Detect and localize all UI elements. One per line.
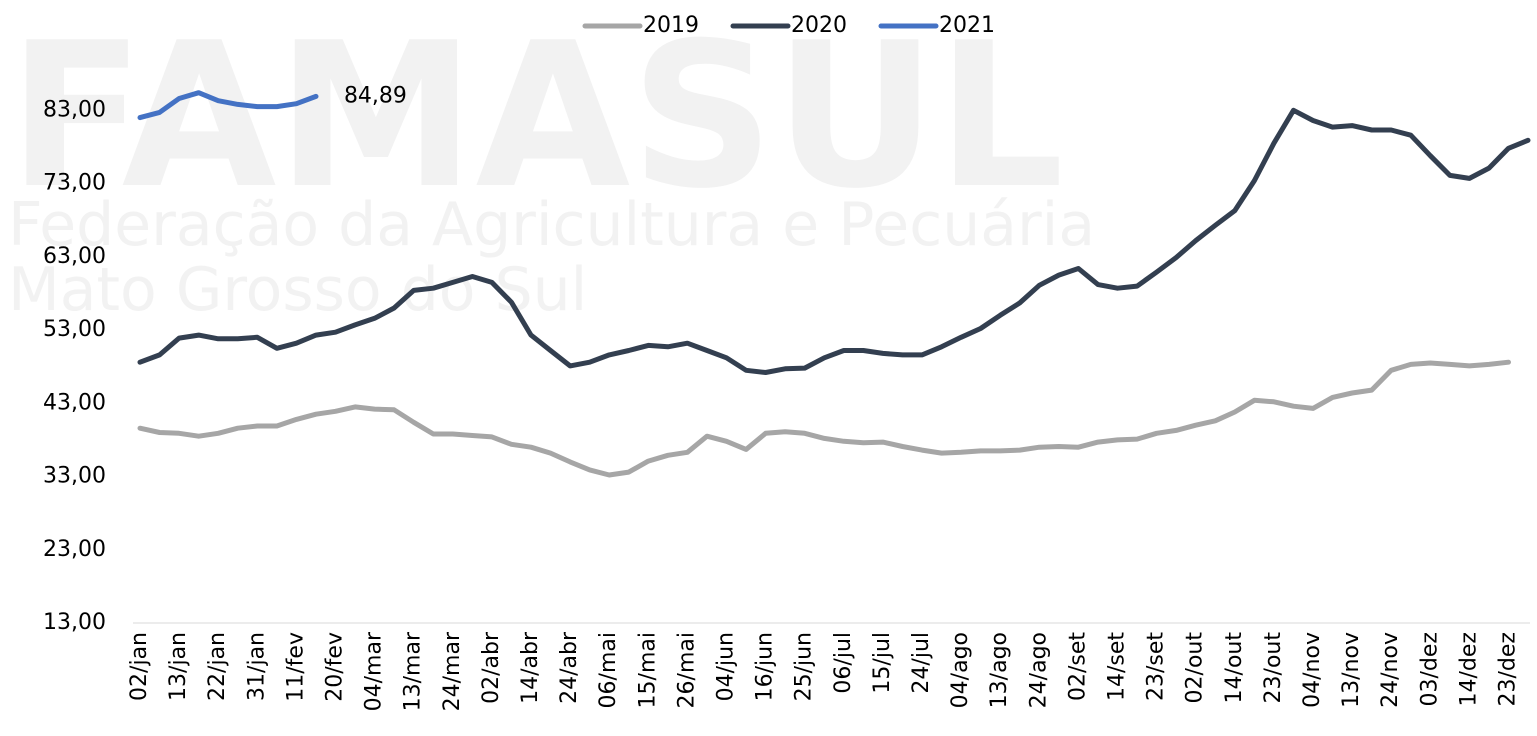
x-tick-label: 14/abr bbox=[518, 631, 543, 704]
x-tick-label: 25/jun bbox=[792, 632, 817, 701]
x-tick-label: 03/dez bbox=[1417, 632, 1442, 706]
x-tick-label: 13/ago bbox=[987, 632, 1012, 708]
y-tick-label: 63,00 bbox=[43, 244, 106, 269]
x-tick-label: 15/mai bbox=[635, 632, 660, 708]
y-tick-label: 73,00 bbox=[43, 171, 106, 196]
legend-label: 2020 bbox=[791, 13, 847, 38]
x-tick-label: 14/set bbox=[1105, 632, 1130, 701]
x-tick-label: 04/nov bbox=[1300, 632, 1325, 708]
x-tick-label: 20/fev bbox=[323, 632, 348, 702]
x-tick-label: 14/out bbox=[1222, 632, 1247, 704]
y-tick-label: 13,00 bbox=[43, 610, 106, 635]
x-tick-label: 02/abr bbox=[479, 631, 504, 704]
watermark: Federação da Agricultura e Pecuária bbox=[8, 190, 1095, 260]
x-tick-label: 04/mar bbox=[362, 631, 387, 711]
x-tick-label: 13/nov bbox=[1339, 632, 1364, 708]
y-tick-label: 43,00 bbox=[43, 390, 106, 415]
x-tick-label: 23/set bbox=[1144, 632, 1169, 701]
legend-label: 2019 bbox=[643, 13, 699, 38]
y-tick-label: 53,00 bbox=[43, 317, 106, 342]
watermark: Mato Grosso do Sul bbox=[8, 255, 587, 325]
x-tick-label: 13/jan bbox=[166, 632, 191, 701]
x-tick-label: 31/jan bbox=[244, 632, 269, 701]
watermark: FAMASUL bbox=[8, 0, 1064, 233]
series-line bbox=[137, 90, 319, 121]
x-tick-label: 13/mar bbox=[401, 631, 426, 711]
x-tick-label: 23/dez bbox=[1496, 632, 1521, 706]
x-tick-label: 24/nov bbox=[1378, 632, 1403, 708]
x-tick-label: 02/set bbox=[1065, 632, 1090, 701]
x-tick-label: 24/abr bbox=[557, 631, 582, 704]
series-line bbox=[137, 107, 1531, 375]
x-tick-label: 16/jun bbox=[753, 632, 778, 701]
x-tick-label: 26/mai bbox=[674, 632, 699, 708]
x-tick-label: 14/dez bbox=[1456, 632, 1481, 706]
x-tick-label: 11/fev bbox=[283, 632, 308, 702]
x-tick-label: 15/jul bbox=[870, 632, 895, 694]
y-tick-label: 83,00 bbox=[43, 97, 106, 122]
x-tick-label: 04/jun bbox=[714, 632, 739, 701]
series-line bbox=[137, 359, 1511, 478]
x-tick-label: 02/out bbox=[1183, 632, 1208, 704]
legend-label: 2021 bbox=[939, 13, 995, 38]
y-tick-label: 33,00 bbox=[43, 464, 106, 489]
x-tick-label: 24/ago bbox=[1026, 632, 1051, 708]
x-tick-label: 22/jan bbox=[205, 632, 230, 701]
data-label: 84,89 bbox=[344, 83, 407, 108]
y-tick-label: 23,00 bbox=[43, 537, 106, 562]
x-tick-label: 23/out bbox=[1261, 632, 1286, 704]
x-tick-label: 24/jul bbox=[909, 632, 934, 694]
x-tick-label: 24/mar bbox=[440, 631, 465, 711]
x-tick-label: 06/jul bbox=[831, 632, 856, 694]
x-tick-label: 02/jan bbox=[127, 632, 152, 701]
x-tick-label: 06/mai bbox=[596, 632, 621, 708]
x-tick-label: 04/ago bbox=[948, 632, 973, 708]
